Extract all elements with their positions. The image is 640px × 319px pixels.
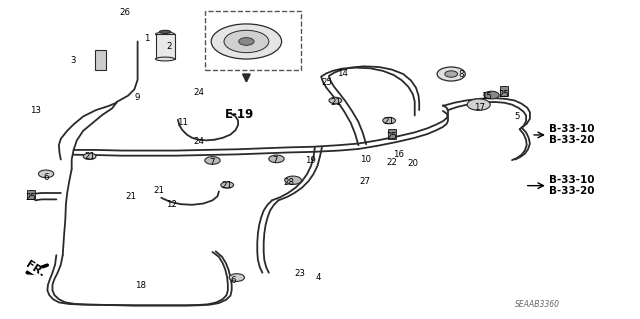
Text: 12: 12 (166, 200, 177, 209)
Text: 21: 21 (221, 181, 233, 189)
Text: 9: 9 (135, 93, 140, 102)
Text: 25: 25 (321, 78, 332, 87)
Text: 24: 24 (193, 88, 204, 97)
Text: 14: 14 (337, 69, 348, 78)
Text: 24: 24 (193, 137, 204, 146)
Text: 5: 5 (515, 112, 520, 121)
Ellipse shape (156, 57, 175, 61)
Text: 1: 1 (145, 34, 150, 43)
Text: 21: 21 (330, 98, 341, 107)
Text: 3: 3 (71, 56, 76, 65)
Bar (95, 50, 106, 70)
Text: 19: 19 (305, 156, 316, 165)
Bar (205, 11, 301, 70)
Circle shape (467, 99, 490, 110)
Text: 6: 6 (44, 173, 49, 182)
Bar (156, 34, 175, 59)
Text: B-33-20: B-33-20 (549, 135, 595, 145)
Text: E-19: E-19 (225, 108, 255, 121)
Bar (500, 86, 508, 96)
Circle shape (224, 30, 269, 53)
Text: 21: 21 (84, 152, 95, 161)
Bar (388, 129, 396, 139)
Circle shape (269, 155, 284, 163)
Text: B-33-10: B-33-10 (549, 175, 595, 185)
Ellipse shape (159, 30, 171, 33)
Circle shape (329, 97, 342, 104)
Text: 17: 17 (474, 103, 486, 112)
Text: 25: 25 (25, 193, 36, 202)
Text: 25: 25 (499, 90, 510, 99)
Text: 27: 27 (359, 177, 371, 186)
Ellipse shape (156, 32, 175, 36)
Text: 10: 10 (360, 155, 371, 164)
Text: 21: 21 (383, 117, 395, 126)
Text: B-33-20: B-33-20 (549, 186, 595, 197)
Circle shape (83, 153, 96, 160)
Circle shape (205, 157, 220, 164)
Circle shape (38, 170, 54, 178)
Text: 20: 20 (407, 159, 419, 168)
Text: 16: 16 (393, 150, 404, 159)
Text: 8: 8 (458, 70, 463, 79)
Text: 22: 22 (386, 158, 397, 167)
Circle shape (239, 38, 254, 45)
Text: 25: 25 (387, 132, 398, 141)
Text: 11: 11 (177, 118, 188, 127)
Circle shape (437, 67, 465, 81)
Circle shape (221, 182, 234, 188)
Circle shape (211, 24, 282, 59)
Text: 7: 7 (210, 158, 215, 167)
Text: 4: 4 (316, 273, 321, 282)
Text: 28: 28 (284, 178, 295, 187)
Circle shape (484, 91, 499, 99)
Text: 15: 15 (481, 92, 492, 101)
Text: FR.: FR. (24, 260, 47, 279)
Circle shape (445, 71, 458, 77)
Text: B-33-10: B-33-10 (549, 124, 595, 134)
Text: 7: 7 (273, 156, 278, 165)
Bar (27, 190, 35, 199)
Text: 21: 21 (153, 186, 164, 195)
Text: 13: 13 (29, 106, 41, 115)
Text: 6: 6 (231, 276, 236, 285)
Text: 2: 2 (167, 42, 172, 51)
Circle shape (285, 176, 301, 184)
Text: 26: 26 (119, 8, 131, 17)
Text: SEAAB3360: SEAAB3360 (515, 300, 560, 309)
Text: 21: 21 (125, 192, 137, 201)
Circle shape (229, 274, 244, 281)
Text: 18: 18 (135, 281, 147, 290)
Circle shape (383, 117, 396, 124)
Text: 23: 23 (294, 269, 305, 278)
